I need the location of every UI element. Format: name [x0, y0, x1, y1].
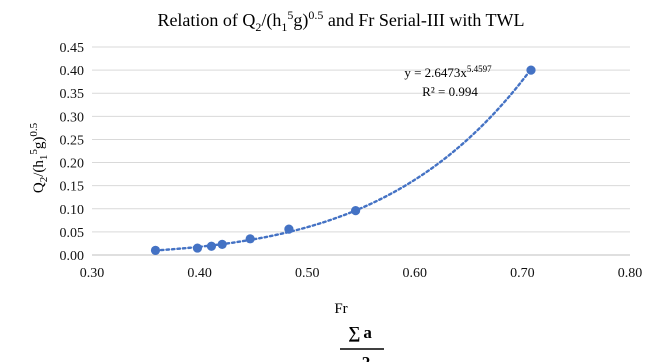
x-axis-label: Fr [334, 301, 347, 317]
y-tick-labels: 0.00 0.05 0.10 0.15 0.20 0.25 0.30 0.35 0.40 0.45 [60, 41, 85, 264]
data-point [351, 206, 361, 216]
data-point [526, 65, 536, 75]
y-tick-label: 0.05 [60, 226, 85, 241]
y-tick-label: 0.35 [60, 87, 85, 102]
data-point [245, 234, 255, 244]
y-tick-label: 0.10 [60, 203, 85, 218]
x-tick-label: 0.60 [403, 266, 428, 281]
x-tick-label: 0.70 [510, 266, 535, 281]
y-tick-label: 0.45 [60, 41, 85, 56]
y-tick-label: 0.20 [60, 157, 85, 172]
formula-numerator: ∑ a [348, 323, 372, 342]
gridlines [92, 46, 630, 233]
y-tick-label: 0.25 [60, 133, 85, 148]
data-point [192, 243, 203, 253]
y-tick-label: 0.00 [60, 249, 85, 264]
x-tick-labels: 0.30 0.40 0.50 0.60 0.70 0.80 [80, 266, 643, 281]
data-points [150, 65, 536, 255]
data-point [150, 245, 161, 255]
r-squared-label: R² = 0.994 [422, 84, 478, 99]
y-tick-label: 0.15 [60, 180, 85, 195]
trendline-equation: y = 2.6473x5.4597 [404, 64, 492, 80]
y-tick-label: 0.40 [60, 64, 85, 79]
x-tick-label: 0.30 [80, 266, 105, 281]
chart-title: Relation of Q2/(h15g)0.5 and Fr Serial-I… [157, 8, 524, 34]
x-tick-label: 0.50 [295, 266, 320, 281]
data-point [217, 239, 227, 249]
y-axis-label: Q2/(h15g)0.5 [28, 122, 50, 193]
formula-denominator: 2 [362, 353, 371, 362]
footer-formula: ∑a 2 [340, 323, 384, 362]
x-tick-label: 0.40 [187, 266, 212, 281]
y-tick-label: 0.30 [60, 110, 85, 125]
data-point [206, 241, 217, 251]
data-point [284, 224, 294, 234]
x-tick-label: 0.80 [618, 266, 643, 281]
